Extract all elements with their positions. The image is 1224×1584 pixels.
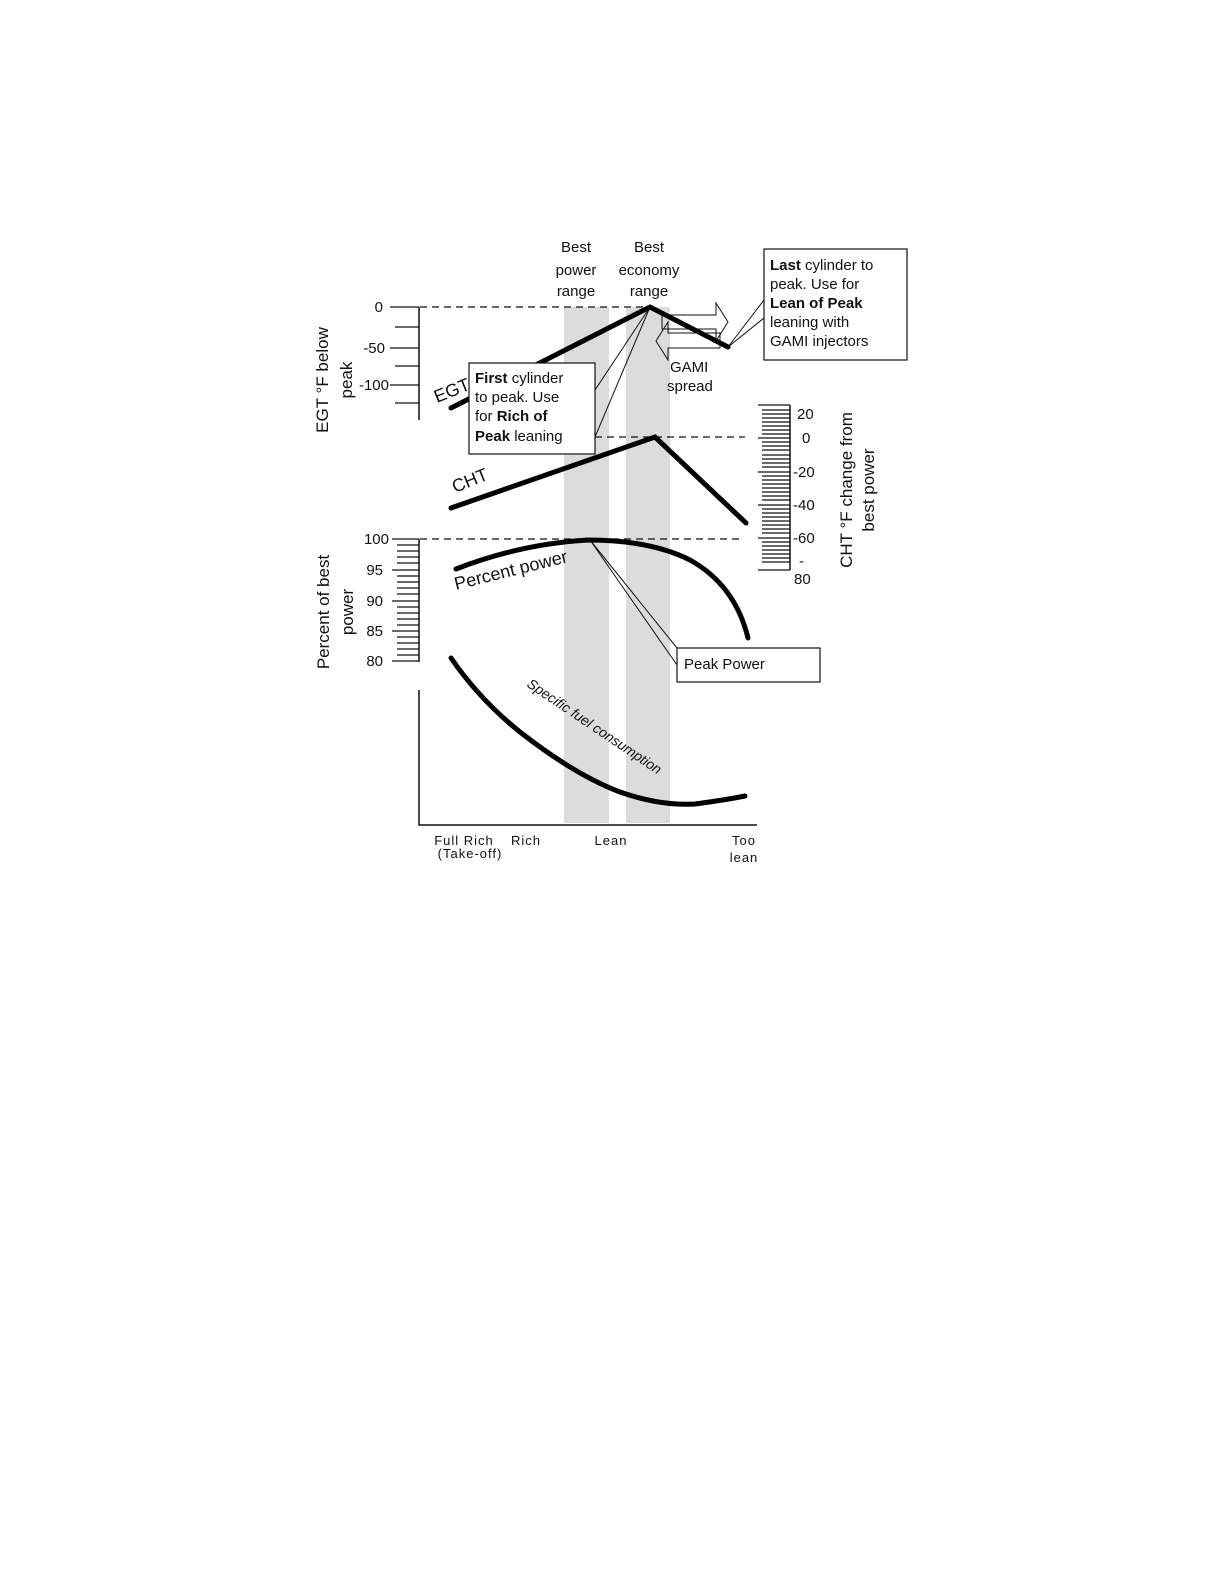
mixture-label: Lean (595, 833, 628, 848)
cht-axis-title: CHT °F change from (837, 412, 856, 568)
curve-label: CHT (449, 464, 491, 496)
callout-text: Peak leaning (475, 428, 563, 445)
header: Best (634, 239, 665, 256)
gami-spread: spread (667, 378, 713, 395)
mixture-label: lean (730, 850, 759, 865)
egt-tick-label: -50 (363, 340, 385, 357)
callout-text: leaning with (770, 314, 849, 331)
gami-spread: GAMI (670, 359, 708, 376)
cht-axis (758, 404, 791, 571)
power-curve (453, 537, 751, 641)
cht-tick-label: -60 (793, 530, 815, 547)
callout-pointer (589, 539, 678, 666)
power-axis-title: power (338, 589, 357, 636)
mixture-label: Full Rich (434, 833, 494, 848)
callout-text: peak. Use for (770, 276, 859, 293)
callout-text: GAMI injectors (770, 333, 868, 350)
power-tick-label: 80 (366, 653, 383, 670)
callout-text: First cylinder (475, 370, 563, 387)
best-economy-band (626, 307, 670, 823)
callout-text: Lean of Peak (770, 295, 863, 312)
header: range (557, 283, 595, 300)
cht-tick-label: - (799, 553, 804, 570)
mixture-label: Rich (511, 833, 541, 848)
callout-text: to peak. Use (475, 389, 559, 406)
cht-tick-label: -40 (793, 497, 815, 514)
egt-tick-label: -100 (359, 377, 389, 394)
cht-tick-label: 80 (794, 571, 811, 588)
egt-axis-title: EGT °F below (313, 326, 332, 432)
mixture-axis (418, 690, 757, 826)
cht-axis-title: best power (859, 448, 878, 531)
callout-box (676, 647, 821, 683)
header: range (630, 283, 668, 300)
egt-axis-title: peak (337, 361, 356, 398)
callout-text: Last cylinder to (770, 257, 873, 274)
mixture-label: (Take-off) (438, 846, 503, 861)
sfc-curve (448, 655, 748, 807)
cht-tick-label: 20 (797, 406, 814, 423)
mixture-label: Too (732, 833, 756, 848)
header: power (556, 262, 597, 279)
power-axis-title: Percent of best (314, 555, 333, 670)
power-tick-label: 100 (364, 531, 389, 548)
cht-curve (448, 434, 749, 526)
power-tick-label: 95 (366, 562, 383, 579)
power-tick-label: 90 (366, 593, 383, 610)
cht-tick-label: 0 (802, 430, 810, 447)
power-axis (392, 538, 420, 662)
header: economy (619, 262, 680, 279)
callout-pointer (594, 306, 651, 438)
callout-text: Peak Power (684, 656, 765, 673)
callout-pointer (727, 299, 765, 348)
cht-tick-label: -20 (793, 464, 815, 481)
egt-tick-label: 0 (375, 299, 383, 316)
callout-text: for Rich of (475, 408, 549, 425)
header: Best (561, 239, 592, 256)
callout-box (763, 248, 908, 361)
power-tick-label: 85 (366, 623, 383, 640)
egt-axis (390, 306, 420, 420)
callout-box (468, 362, 596, 455)
gami-arrows (655, 301, 729, 362)
